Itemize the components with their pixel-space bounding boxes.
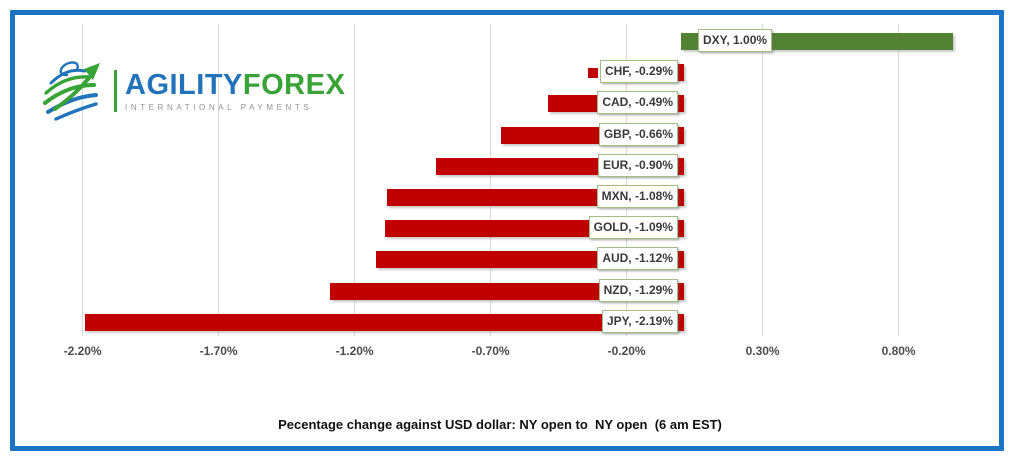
bar-label-jpy: JPY, -2.19% [601, 309, 678, 333]
agilityforex-logo: AGILITYFOREX INTERNATIONAL PAYMENTS [38, 60, 345, 122]
bar-label-gold: GOLD, -1.09% [588, 216, 678, 240]
globe-icon [43, 61, 100, 121]
bar-label-nzd: NZD, -1.29% [598, 278, 678, 302]
gridline [82, 24, 84, 336]
bar-nzd [330, 282, 684, 300]
bar-label-aud: AUD, -1.12% [597, 247, 678, 271]
bar-label-cad: CAD, -0.49% [597, 91, 678, 115]
gridline [218, 24, 220, 336]
bar-label-gbp: GBP, -0.66% [598, 122, 678, 146]
bar-label-eur: EUR, -0.90% [597, 153, 678, 177]
gridline [490, 24, 492, 336]
x-tick-label: -2.20% [63, 344, 102, 358]
brand-name: AGILITYFOREX [125, 68, 346, 101]
bar-stub-chf [588, 67, 598, 78]
gridline [354, 24, 356, 336]
gridline [898, 24, 900, 336]
x-tick-label: 0.80% [881, 344, 916, 358]
gridline [762, 24, 764, 336]
gridline [626, 24, 628, 336]
bar-label-mxn: MXN, -1.08% [596, 185, 678, 208]
x-tick-label: 0.30% [745, 344, 780, 358]
brand-agility: AGILITY [125, 68, 243, 101]
logo-text: AGILITYFOREX INTERNATIONAL PAYMENTS [125, 68, 346, 112]
x-tick-label: -1.20% [335, 344, 374, 358]
chart-caption: Pecentage change against USD dollar: NY … [278, 417, 722, 432]
bar-label-chf: CHF, -0.29% [599, 60, 678, 84]
bar-label-dxy: DXY, 1.00% [698, 29, 773, 52]
x-tick-label: -0.70% [471, 344, 510, 358]
x-tick-label: -0.20% [607, 344, 646, 358]
logo-divider [114, 70, 117, 112]
bar-jpy [85, 313, 684, 331]
brand-forex: FOREX [242, 68, 346, 101]
x-tick-label: -1.70% [199, 344, 238, 358]
brand-tagline: INTERNATIONAL PAYMENTS [125, 102, 313, 112]
